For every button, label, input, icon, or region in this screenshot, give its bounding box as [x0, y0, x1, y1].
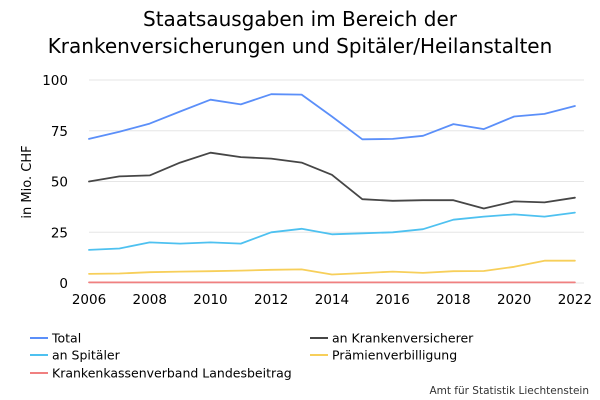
legend-item-3: Prämienverbilligung: [310, 348, 457, 363]
y-tick-label: 100: [42, 73, 68, 89]
x-tick-label: 2020: [497, 292, 531, 308]
y-tick-label: 0: [59, 276, 68, 292]
legend-label: Krankenkassenverband Landesbeitrag: [52, 366, 292, 381]
legend: Total an Krankenversicherer an Spitäler Prä…: [30, 331, 474, 381]
x-axis-ticks: 2006 2008 2010 2012 2014 2016 2018 2020 2022: [72, 292, 592, 308]
legend-item-0: Total: [30, 331, 81, 346]
grid-lines: [89, 79, 584, 284]
legend-label: an Krankenversicherer: [332, 331, 474, 346]
x-tick-label: 2006: [72, 292, 106, 308]
series-line-1: [88, 151, 576, 210]
y-tick-label: 50: [51, 175, 68, 191]
legend-label: an Spitäler: [52, 348, 121, 363]
x-tick-label: 2008: [133, 292, 167, 308]
legend-label: Prämienverbilligung: [332, 348, 457, 363]
chart-title-line-1: Staatsausgaben im Bereich der: [143, 7, 458, 31]
y-tick-label: 25: [51, 225, 68, 241]
x-tick-label: 2016: [376, 292, 410, 308]
y-tick-label: 75: [51, 124, 68, 140]
y-axis-ticks: 0 25 50 75 100: [42, 73, 68, 292]
legend-item-2: an Spitäler: [30, 348, 121, 363]
series-line-2: [88, 211, 576, 251]
y-axis-label: in Mio. CHF: [20, 145, 35, 218]
legend-item-4: Krankenkassenverband Landesbeitrag: [30, 366, 292, 381]
x-tick-label: 2010: [193, 292, 227, 308]
series-lines: [88, 93, 576, 284]
x-tick-label: 2012: [254, 292, 288, 308]
chart-title-line-2: Krankenversicherungen und Spitäler/Heila…: [48, 34, 553, 58]
x-tick-label: 2022: [558, 292, 592, 308]
series-line-0: [88, 93, 576, 141]
legend-item-1: an Krankenversicherer: [310, 331, 474, 346]
series-line-3: [88, 259, 576, 276]
source-note: Amt für Statistik Liechtenstein: [429, 385, 589, 397]
legend-label: Total: [51, 331, 81, 346]
x-tick-label: 2018: [436, 292, 470, 308]
chart-title: Staatsausgaben im Bereich der Krankenver…: [48, 7, 553, 58]
x-tick-label: 2014: [315, 292, 349, 308]
